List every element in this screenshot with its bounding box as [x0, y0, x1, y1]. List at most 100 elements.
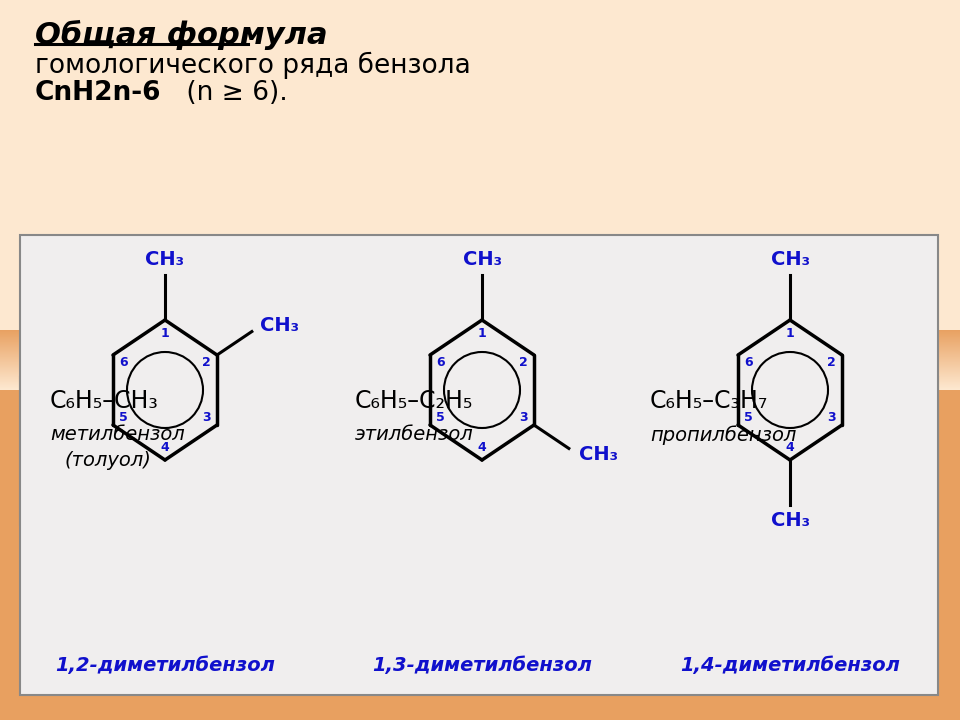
- Text: метилбензол: метилбензол: [50, 425, 184, 444]
- Text: 5: 5: [119, 411, 128, 424]
- Bar: [0, 356, 960, 358]
- Bar: [0, 387, 960, 389]
- Bar: [0, 382, 960, 384]
- Text: 4: 4: [160, 441, 169, 454]
- Text: Общая формула: Общая формула: [35, 20, 327, 50]
- Bar: [0, 333, 960, 334]
- Text: C₆H₅–C₂H₅: C₆H₅–C₂H₅: [355, 389, 473, 413]
- Text: 1,3-диметилбензол: 1,3-диметилбензол: [372, 655, 592, 675]
- Text: CH₃: CH₃: [146, 250, 184, 269]
- Text: 5: 5: [744, 411, 754, 424]
- Bar: [0, 374, 960, 376]
- Bar: [0, 366, 960, 368]
- Bar: [0, 360, 960, 720]
- Bar: [0, 372, 960, 374]
- Bar: [0, 377, 960, 378]
- Bar: [0, 354, 960, 355]
- Text: этилбензол: этилбензол: [355, 425, 473, 444]
- Bar: [0, 376, 960, 377]
- Bar: [0, 330, 960, 332]
- Bar: [0, 366, 960, 367]
- Text: CH₃: CH₃: [463, 250, 501, 269]
- Bar: [0, 340, 960, 341]
- Bar: [0, 341, 960, 343]
- Bar: [0, 369, 960, 370]
- Bar: [0, 361, 960, 363]
- Text: CH₃: CH₃: [771, 511, 809, 531]
- Bar: [0, 367, 960, 369]
- Bar: [0, 349, 960, 351]
- Text: C₆H₅–CH₃: C₆H₅–CH₃: [50, 389, 158, 413]
- Bar: [0, 387, 960, 388]
- Bar: [0, 336, 960, 338]
- Bar: [0, 371, 960, 372]
- Text: 1,2-диметилбензол: 1,2-диметилбензол: [55, 655, 275, 675]
- Bar: [0, 364, 960, 366]
- Bar: [0, 359, 960, 361]
- Text: 6: 6: [119, 356, 128, 369]
- Text: 2: 2: [518, 356, 528, 369]
- Bar: [0, 343, 960, 344]
- Bar: [20, 377, 938, 525]
- Bar: [0, 374, 960, 375]
- Text: 5: 5: [437, 411, 445, 424]
- Text: 1,4-диметилбензол: 1,4-диметилбензол: [680, 655, 900, 675]
- Bar: [0, 384, 960, 385]
- Bar: [0, 379, 960, 380]
- Bar: [0, 380, 960, 382]
- Text: 3: 3: [202, 411, 210, 424]
- Bar: [0, 356, 960, 357]
- Text: 6: 6: [744, 356, 753, 369]
- Bar: [0, 338, 960, 339]
- Bar: [0, 379, 960, 381]
- Bar: [0, 335, 960, 336]
- Bar: [0, 359, 960, 360]
- Text: CH₃: CH₃: [771, 250, 809, 269]
- Bar: [0, 331, 960, 333]
- Text: 1: 1: [160, 326, 169, 340]
- Bar: [0, 362, 960, 364]
- Bar: [0, 338, 960, 340]
- Bar: [0, 0, 960, 360]
- Bar: [0, 346, 960, 347]
- Text: гомологического ряда бензола: гомологического ряда бензола: [35, 52, 470, 79]
- Text: 4: 4: [785, 441, 794, 454]
- Text: CnH2n-6: CnH2n-6: [35, 80, 161, 106]
- Bar: [0, 361, 960, 362]
- Text: CH₃: CH₃: [579, 445, 618, 464]
- Text: 4: 4: [478, 441, 487, 454]
- Bar: [0, 348, 960, 350]
- Text: 3: 3: [519, 411, 528, 424]
- Bar: [20, 235, 938, 695]
- Text: 1: 1: [785, 326, 794, 340]
- Bar: [0, 369, 960, 371]
- Bar: [0, 348, 960, 349]
- Bar: [0, 389, 960, 390]
- Text: 2: 2: [202, 356, 210, 369]
- Bar: [0, 364, 960, 365]
- Bar: [0, 372, 960, 373]
- Bar: [0, 351, 960, 352]
- Text: 3: 3: [827, 411, 835, 424]
- Bar: [0, 377, 960, 379]
- Bar: [0, 343, 960, 345]
- Text: 2: 2: [827, 356, 835, 369]
- Bar: [0, 351, 960, 353]
- Text: C₆H₅–C₃H₇: C₆H₅–C₃H₇: [650, 389, 768, 413]
- Text: 1: 1: [478, 326, 487, 340]
- Bar: [0, 344, 960, 346]
- Text: 6: 6: [437, 356, 445, 369]
- Text: CH₃: CH₃: [260, 316, 300, 335]
- Bar: [0, 384, 960, 386]
- Bar: [0, 358, 960, 359]
- Bar: [0, 341, 960, 342]
- Text: пропилбензол: пропилбензол: [650, 425, 797, 445]
- Bar: [0, 382, 960, 383]
- Text: (толуол): (толуол): [65, 451, 152, 470]
- Bar: [0, 353, 960, 354]
- Bar: [0, 346, 960, 348]
- Bar: [0, 385, 960, 387]
- Bar: [0, 333, 960, 335]
- Bar: [0, 336, 960, 337]
- Bar: [0, 354, 960, 356]
